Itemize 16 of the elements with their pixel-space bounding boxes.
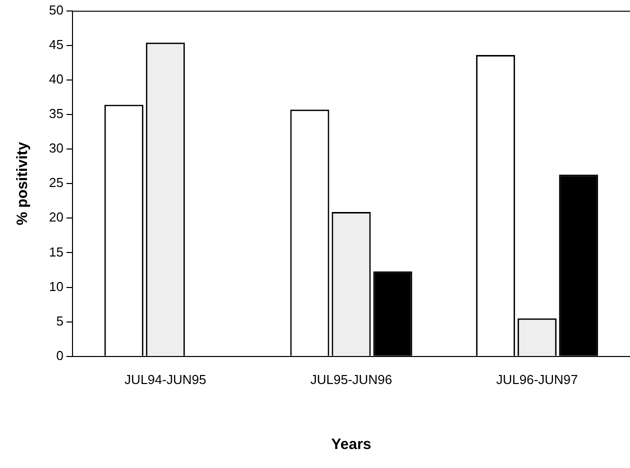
x-axis-title: Years <box>331 436 372 454</box>
x-tick-label: JUL96-JUN97 <box>496 372 578 387</box>
y-axis-title: % positivity <box>14 141 32 226</box>
y-tick-label: 35 <box>48 106 64 122</box>
y-tick-label: 45 <box>48 36 64 52</box>
y-tick-label: 15 <box>48 244 64 260</box>
y-tick-label: 40 <box>48 72 64 86</box>
y-tick-label: 25 <box>48 175 64 190</box>
x-tick-label: JUL94-JUN95 <box>124 372 206 387</box>
y-tick-label: 5 <box>56 313 64 328</box>
y-tick-label: 20 <box>48 210 64 225</box>
x-tick-label: JUL95-JUN96 <box>310 372 392 387</box>
y-tick-label: 10 <box>48 278 64 294</box>
y-tick-label: 50 <box>48 2 64 18</box>
y-tick-label: 0 <box>56 348 64 363</box>
y-tick-label: 30 <box>48 140 64 156</box>
